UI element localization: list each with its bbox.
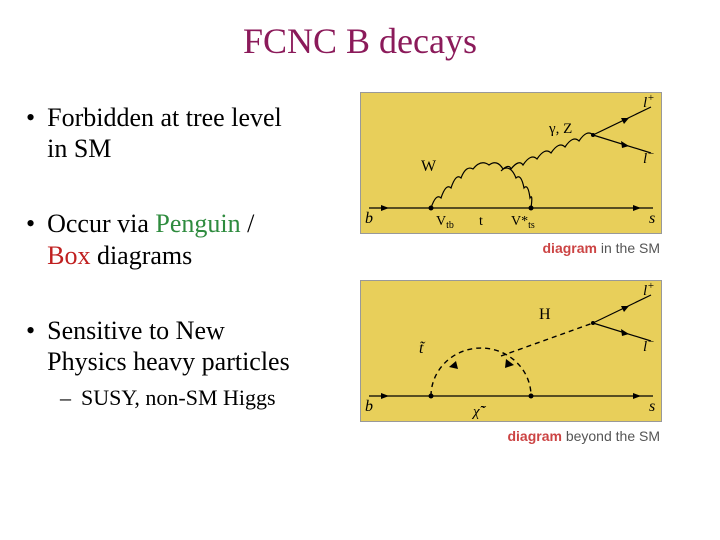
sub-bullet-1: – SUSY, non-SM Higgs [60,385,360,411]
label-s2: s [649,398,655,415]
bullet-1-line2: in SM [47,134,111,163]
bullet-2-box: Box [47,241,90,270]
label-lminus: l− [643,148,655,167]
bullet-2: • Occur via Penguin / Box diagrams [20,208,360,270]
sm-diagram: b s W Vtb t V*ts γ, Z l+ [360,92,662,234]
bullet-2-penguin: Penguin [155,209,240,238]
dash-icon: – [60,385,71,411]
bullet-2-suffix: diagrams [90,241,192,270]
label-H: H [539,306,551,323]
stop-loop-icon [431,348,531,396]
bsm-caption: diagram beyond the SM [360,428,660,444]
bullet-3-text: Sensitive to New Physics heavy particles [47,315,290,377]
label-lminus2: l− [643,336,655,355]
label-vtb: Vtb [436,214,454,231]
bullet-3-line2: Physics heavy particles [47,347,290,376]
sm-diagram-svg: b s W Vtb t V*ts γ, Z l+ [361,93,661,233]
label-chargino: χ̃− [471,401,487,420]
label-b: b [365,210,373,227]
bullet-list: • Forbidden at tree level in SM • Occur … [20,72,360,468]
label-stop: t̃ [419,340,426,357]
bullet-2-text: Occur via Penguin / Box diagrams [47,208,254,270]
bullet-3: • Sensitive to New Physics heavy particl… [20,315,360,377]
diagrams-column: b s W Vtb t V*ts γ, Z l+ [360,72,690,468]
bullet-1: • Forbidden at tree level in SM [20,102,360,164]
label-vts: V*ts [511,214,535,231]
bsm-diagram: b s t̃ χ̃− H l+ l− [360,280,662,422]
slide-title: FCNC B decays [0,0,720,72]
label-b2: b [365,398,373,415]
bullet-dot-icon: • [26,102,35,133]
bullet-dot-icon: • [26,208,35,239]
bullet-2-slash: / [241,209,255,238]
sub-bullet-1-text: SUSY, non-SM Higgs [81,385,276,411]
sm-caption-red: diagram [543,240,597,256]
content-area: • Forbidden at tree level in SM • Occur … [0,72,720,468]
label-W: W [421,158,437,175]
w-loop-icon [431,163,532,208]
bsm-caption-red: diagram [507,428,561,444]
sm-caption-rest: in the SM [597,240,660,256]
gamma-z-line-icon [501,133,593,171]
bullet-3-line1: Sensitive to New [47,316,225,345]
bullet-1-line1: Forbidden at tree level [47,103,282,132]
label-s: s [649,210,655,227]
bullet-1-text: Forbidden at tree level in SM [47,102,282,164]
sm-caption: diagram in the SM [360,240,660,256]
label-t: t [479,214,483,229]
higgs-line-icon [501,323,593,356]
bsm-diagram-svg: b s t̃ χ̃− H l+ l− [361,281,661,421]
bullet-2-prefix: Occur via [47,209,155,238]
bsm-caption-rest: beyond the SM [562,428,660,444]
bullet-dot-icon: • [26,315,35,346]
label-gammaZ: γ, Z [548,121,572,137]
